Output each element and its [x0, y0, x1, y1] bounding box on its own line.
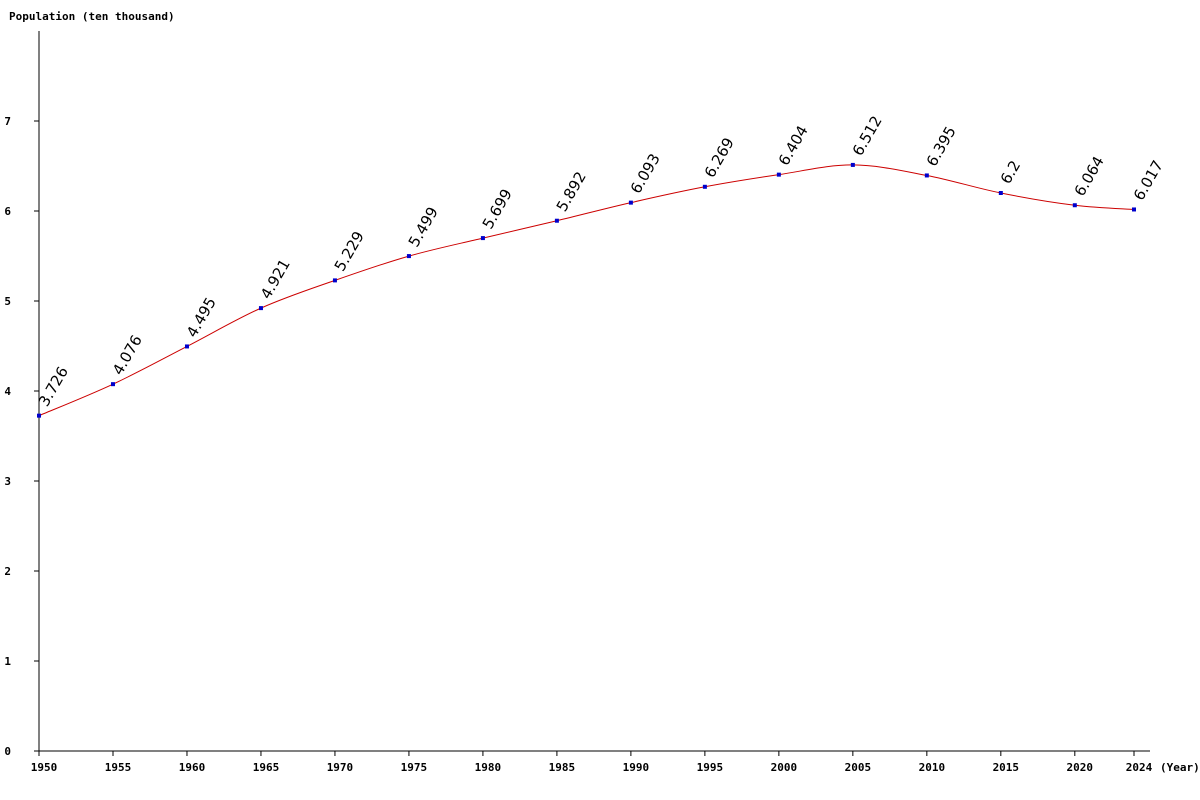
y-tick-label: 0	[4, 745, 11, 758]
y-tick-label: 7	[4, 115, 11, 128]
y-tick-label: 6	[4, 205, 11, 218]
data-label: 4.076	[109, 332, 146, 378]
x-tick-label: 1965	[253, 761, 280, 774]
data-point	[850, 162, 855, 167]
y-axis-title: Population (ten thousand)	[9, 10, 175, 23]
data-label: 6.395	[923, 123, 960, 169]
data-label: 4.921	[257, 256, 294, 302]
x-tick-label: 1975	[401, 761, 428, 774]
data-point	[776, 172, 781, 177]
data-point	[258, 306, 263, 311]
x-tick-label: 1985	[549, 761, 576, 774]
x-axis-title: (Year)	[1160, 761, 1200, 774]
y-tick-label: 5	[4, 295, 11, 308]
data-point	[406, 254, 411, 259]
x-tick-label: 1970	[327, 761, 354, 774]
x-tick-label: 1955	[105, 761, 132, 774]
data-label: 6.404	[775, 122, 812, 168]
y-axis-ticks: 0 1 2 3 4 5 6 7	[4, 115, 39, 758]
data-label: 5.229	[331, 228, 368, 274]
x-axis-ticks: 1950 1955 1960 1965 1970 1975 1980 1985 1990 1995…	[31, 751, 1153, 774]
data-labels: 3.726 4.076 4.495 4.921 5.229 5.499 5.699 5.892…	[35, 113, 1167, 410]
x-tick-label: 2015	[993, 761, 1020, 774]
data-label: 5.699	[479, 186, 516, 232]
y-tick-label: 4	[4, 385, 11, 398]
x-tick-label: 1995	[697, 761, 724, 774]
data-label: 6.2	[997, 157, 1025, 187]
x-tick-label: 2005	[845, 761, 872, 774]
data-point	[702, 184, 707, 189]
data-point	[110, 382, 115, 387]
data-label: 6.269	[701, 135, 738, 181]
data-point	[554, 218, 559, 223]
population-line	[38, 164, 1135, 417]
x-tick-label: 1950	[31, 761, 58, 774]
y-tick-label: 2	[4, 565, 11, 578]
data-label: 5.499	[405, 204, 442, 250]
data-point	[1072, 203, 1077, 208]
x-tick-label: 2000	[771, 761, 798, 774]
data-point	[184, 344, 189, 349]
y-tick-label: 3	[4, 475, 11, 488]
data-point	[628, 200, 633, 205]
data-label: 6.017	[1130, 157, 1167, 203]
x-tick-label: 2010	[919, 761, 946, 774]
y-tick-label: 1	[4, 655, 11, 668]
x-tick-label: 1980	[475, 761, 502, 774]
data-label: 5.892	[553, 169, 590, 215]
x-tick-label: 2020	[1067, 761, 1094, 774]
data-point	[480, 236, 485, 241]
data-point	[37, 413, 41, 418]
x-tick-label: 2024	[1126, 761, 1153, 774]
data-point	[1132, 207, 1136, 212]
data-label: 6.093	[627, 150, 664, 196]
data-points	[37, 162, 1136, 418]
x-tick-label: 1990	[623, 761, 650, 774]
x-tick-label: 1960	[179, 761, 206, 774]
data-point	[924, 173, 929, 178]
data-point	[332, 278, 337, 283]
data-label: 6.512	[849, 113, 886, 159]
data-point	[998, 191, 1003, 195]
data-label: 6.064	[1071, 153, 1108, 199]
data-label: 4.495	[183, 294, 220, 340]
data-label: 3.726	[35, 363, 72, 409]
